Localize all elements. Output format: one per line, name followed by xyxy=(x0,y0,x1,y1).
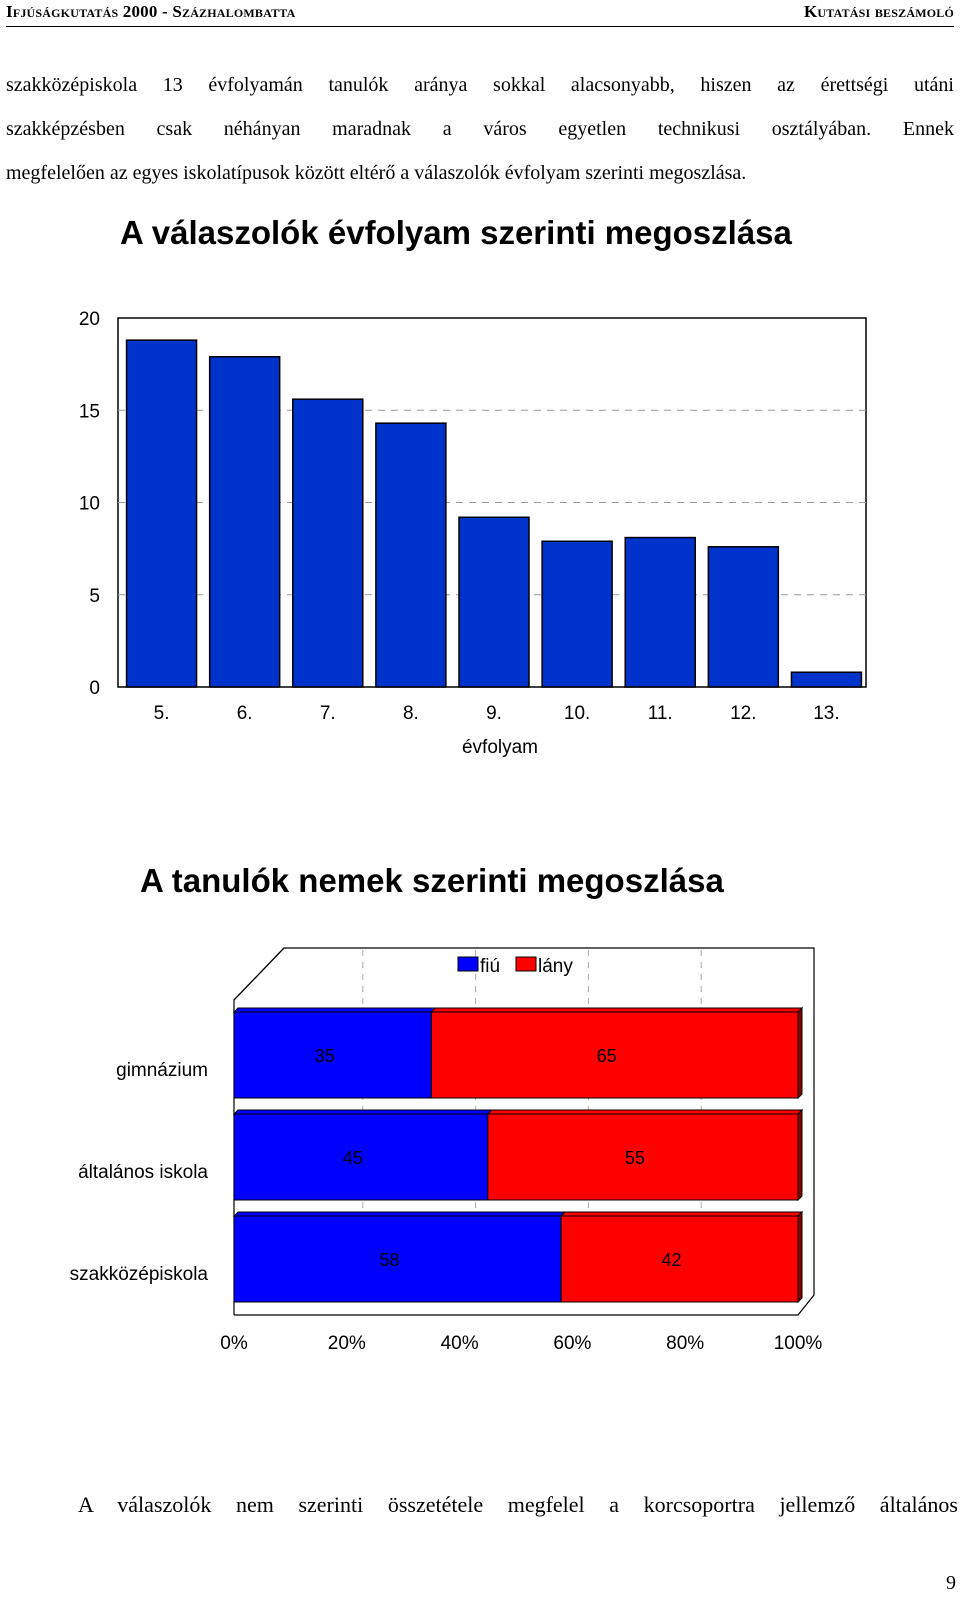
x-tick-label: 12. xyxy=(730,703,756,724)
intro-line: szakközépiskola 13 évfolyamán tanulók ar… xyxy=(6,74,954,96)
header-rule xyxy=(6,26,954,27)
bar-top-lány xyxy=(559,1211,804,1217)
y-tick-label: 15 xyxy=(79,401,100,422)
bar-fiú-3 xyxy=(233,1215,562,1303)
bar-13 xyxy=(790,671,863,688)
x-tick-label: 10. xyxy=(564,703,590,724)
legend-swatch-fiú xyxy=(457,956,479,972)
bar-top-fiú xyxy=(232,1211,567,1217)
legend-label: fiú xyxy=(480,956,500,977)
plot-frame-edge xyxy=(233,947,285,1001)
bar-lány-3 xyxy=(560,1215,799,1303)
data-label: 55 xyxy=(625,1148,645,1168)
x-tick-label: 8. xyxy=(403,703,419,724)
x-tick-label: 9. xyxy=(486,703,502,724)
x-tick-label: 60% xyxy=(553,1333,591,1354)
intro-line: megfelelően az egyes iskolatípusok közöt… xyxy=(6,162,747,184)
intro-line: szakképzésben csak néhányan maradnak a v… xyxy=(6,118,954,140)
y-tick-label: 0 xyxy=(89,678,100,699)
bar-top-fiú xyxy=(232,1007,437,1013)
category-label: általános iskola xyxy=(78,1162,208,1183)
y-tick-label: 5 xyxy=(89,586,100,607)
category-label: szakközépiskola xyxy=(70,1264,209,1285)
data-label: 45 xyxy=(343,1148,363,1168)
x-tick-label: 11. xyxy=(648,703,673,724)
bar-11 xyxy=(624,536,696,688)
x-tick-label: 40% xyxy=(441,1333,479,1354)
legend-swatch-lány xyxy=(515,956,537,972)
bottom-paragraph: A válaszolók nem szerinti összetétele me… xyxy=(78,1492,958,1517)
x-tick-label: 20% xyxy=(328,1333,366,1354)
bar-8 xyxy=(375,422,447,688)
gender-distribution-chart: fiú lány 35 65 gimnázium 45 55 általános iskola… xyxy=(70,947,823,1354)
bar-side xyxy=(797,1108,803,1202)
bar-top-lány xyxy=(486,1109,804,1115)
x-axis-title: évfolyam xyxy=(462,737,538,758)
bar-top-lány xyxy=(430,1007,804,1013)
bar-12 xyxy=(707,546,780,688)
bar-top-fiú xyxy=(232,1109,494,1115)
category-label: gimnázium xyxy=(116,1060,208,1081)
x-tick-label: 0% xyxy=(220,1333,248,1354)
bar-lány-1 xyxy=(430,1011,799,1099)
bar-7 xyxy=(292,398,364,688)
x-tick-label: 7. xyxy=(320,703,336,724)
y-tick-label: 10 xyxy=(79,494,100,515)
legend-label: lány xyxy=(538,956,573,977)
intro-paragraph: szakközépiskola 13 évfolyamán tanulók ar… xyxy=(6,63,954,195)
running-header: Ifjúságkutatás 2000 - Százhalombatta Kut… xyxy=(6,2,954,24)
header-report-label: Kutatási beszámoló xyxy=(804,2,954,21)
chart2-title: A tanulók nemek szerinti megoszlása xyxy=(140,862,724,899)
bar-5 xyxy=(125,339,198,688)
bar-side xyxy=(797,1210,803,1304)
bar-6 xyxy=(208,355,281,688)
x-tick-label: 13. xyxy=(813,703,839,724)
bar-lány-2 xyxy=(487,1113,799,1201)
x-tick-label: 100% xyxy=(774,1333,823,1354)
bar-10 xyxy=(541,540,613,688)
bar-side xyxy=(797,1006,803,1100)
y-tick-label: 20 xyxy=(79,309,100,330)
bar-fiú-2 xyxy=(233,1113,489,1201)
data-label: 35 xyxy=(315,1046,335,1066)
page-number: 9 xyxy=(946,1572,956,1594)
grade-distribution-chart: 0 5 10 15 20 5. 6. 7. 8. 9. 10. 11. 12. 13. évfolyam xyxy=(79,309,867,758)
bar-9 xyxy=(458,516,530,688)
header-title: Ifjúságkutatás 2000 - Százhalombatta xyxy=(6,2,296,21)
data-label: 58 xyxy=(380,1250,400,1270)
chart1-title: A válaszolók évfolyam szerinti megoszlás… xyxy=(120,214,792,251)
x-tick-label: 80% xyxy=(666,1333,704,1354)
data-label: 42 xyxy=(662,1250,682,1270)
x-tick-label: 5. xyxy=(154,703,170,724)
x-tick-label: 6. xyxy=(237,703,253,724)
data-label: 65 xyxy=(597,1046,617,1066)
